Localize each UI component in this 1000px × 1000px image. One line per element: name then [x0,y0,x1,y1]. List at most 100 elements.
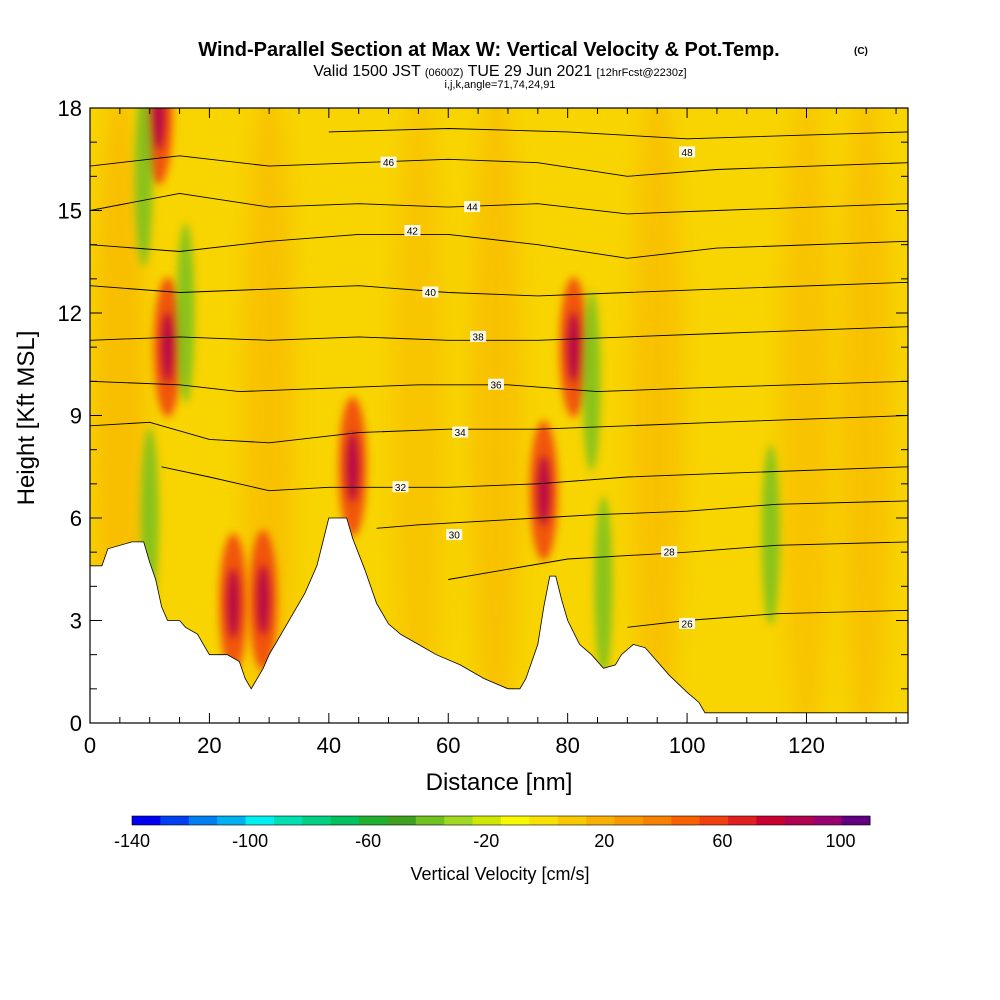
chart-title: Wind-Parallel Section at Max W: Vertical… [198,39,779,61]
theta-contour-46 [90,155,908,177]
band-5 [780,108,833,723]
x-axis-label: Distance [nm] [426,769,573,796]
grid-indices: i,j,k,angle=71,74,24,91 [444,79,555,91]
downdraft-down-3 [176,223,195,403]
colorbar-swatch [586,816,616,825]
downdraft-down-4 [582,291,601,472]
contour-label-bg-44 [464,201,481,213]
colorbar-swatch [359,816,388,825]
downdraft-down-6 [761,445,780,626]
colorbar-swatch [415,816,445,825]
contour-label-40: 40 [425,288,437,299]
colorbar-swatch [501,816,530,825]
colorbar-tick-label: 20 [594,831,614,851]
colorbar-swatch [273,816,303,825]
x-tick-label: 40 [317,733,341,758]
updraft-core-up-3 [227,568,240,639]
colorbar-swatch [642,816,672,825]
y-tick-label: 9 [70,404,82,429]
contour-label-bg-36 [488,378,505,390]
colorbar-swatch [217,816,247,825]
y-tick-label: 18 [58,96,82,121]
colorbar-swatch [557,816,587,825]
colorbar-swatch [841,816,871,825]
forecast-info: [12hrFcst@2230z] [597,67,687,79]
contour-label-bg-26 [679,617,696,629]
updraft-core-up-7 [567,312,580,383]
y-tick-label: 15 [58,199,82,224]
colorbar-swatch [756,816,786,825]
colorbar-swatch [699,816,729,825]
x-tick-label: 60 [436,733,460,758]
contour-label-28: 28 [664,548,676,559]
theta-contours: 26 28 30 32 34 36 38 40 42 44 46 48 [90,128,908,630]
colorbar-swatch [444,816,474,825]
x-tick-label: 20 [197,733,221,758]
contour-label-44: 44 [467,203,479,214]
x-tick-label: 80 [555,733,579,758]
x-tick-label: 120 [788,733,825,758]
plot-area: 26 28 30 32 34 36 38 40 42 44 46 48 [90,108,908,723]
colorbar-swatch [160,816,190,825]
colorbar-swatch [387,816,417,825]
updraft-core-up-1 [152,108,165,150]
velocity-field [93,108,893,723]
colorbar-swatch [302,816,332,825]
colorbar-tick-label: 60 [712,831,732,851]
theta-contour-42 [90,233,908,259]
colorbar-swatch [132,816,161,825]
colorbar-swatch [330,816,360,825]
colorbar-tick-label: 100 [825,831,855,851]
title-mark: (C) [854,46,868,57]
theta-contour-40 [90,281,908,297]
contour-label-38: 38 [473,332,485,343]
colorbar-swatch [784,816,814,825]
contour-label-bg-46 [380,156,397,168]
downdraft-down-2 [134,108,153,267]
colorbar: -140 -100 -60 -20 20 60 100 [114,815,871,851]
colorbar-tick-label: -60 [355,831,381,851]
contour-label-30: 30 [449,531,461,542]
colorbar-frame [131,815,871,826]
theta-contour-48 [328,128,908,140]
x-tick-label: 0 [84,733,96,758]
colorbar-swatch [671,816,701,825]
valid-zulu: (0600Z) [425,67,464,79]
colorbar-swatch [529,816,559,825]
updraft-core-up-2 [161,312,174,383]
colorbar-label: Vertical Velocity [cm/s] [410,864,589,884]
contour-label-26: 26 [682,619,694,630]
colorbar-tick-label: -20 [473,831,499,851]
updraft-core-up-4 [257,565,270,635]
colorbar-swatch [728,816,757,825]
contour-label-bg-30 [446,529,463,541]
y-tick-label: 6 [70,506,82,531]
contour-label-bg-48 [679,146,696,158]
contour-label-bg-40 [422,286,439,298]
colorbar-tick-label: -100 [232,831,268,851]
y-tick-label: 0 [70,711,82,736]
updraft-core-up-5 [346,431,359,502]
theta-contour-30 [376,500,908,529]
x-tick-label: 100 [669,733,706,758]
contour-label-bg-34 [452,426,469,438]
band-3 [470,108,523,723]
theta-contour-26 [627,609,908,628]
theta-contour-38 [90,326,908,341]
band-4 [631,108,684,723]
valid-prefix: Valid 1500 JST [313,63,421,80]
contour-label-bg-42 [404,225,421,236]
theta-contour-32 [161,466,908,492]
updraft-core-up-6 [537,455,550,526]
downdraft-down-5 [594,496,613,677]
valid-date: TUE 29 Jun 2021 [468,63,593,80]
colorbar-swatch [188,816,218,825]
contour-label-bg-38 [470,330,487,342]
colorbar-swatch [813,816,843,825]
y-axis-label: Height [Kft MSL] [13,331,40,506]
theta-contour-28 [448,541,908,580]
colorbar-swatch [245,816,275,825]
band-6 [840,108,893,723]
